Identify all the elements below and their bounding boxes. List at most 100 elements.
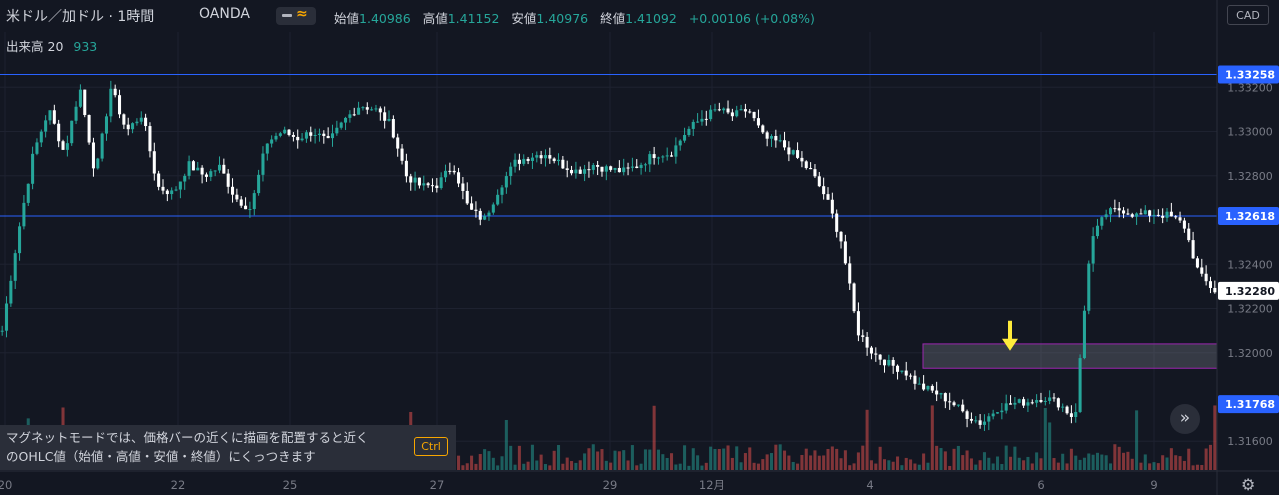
volume-bar [809,455,813,470]
volume-bar [487,451,491,470]
volume-bar [726,445,730,470]
candle-body [370,109,374,111]
candle-body [869,347,873,354]
volume-bar [756,463,760,470]
volume-bar [1004,445,1008,470]
volume-bar [922,453,926,470]
high-value: 1.41152 [447,11,500,26]
volume-bar [743,453,747,470]
candle-body [500,187,504,195]
symbol-title[interactable]: 米ドル／加ドル · 1時間 [6,9,155,25]
change-value: +0.00106 (+0.08%) [688,11,815,26]
candle-body [1178,217,1182,221]
candle-body [391,119,395,138]
volume-bar [813,450,817,470]
price-badge-label: 1.33258 [1225,68,1275,81]
price-axis[interactable]: 1.33200 1.33000 1.32800 1.32400 1.32200 1.320… [1216,0,1279,495]
price-zone-rectangle[interactable] [922,343,1218,369]
candle-body [4,303,9,331]
candle-body [413,177,417,183]
volume-bar [509,445,513,470]
candle-body [991,413,995,417]
candle-body [1135,213,1139,217]
candle-body [330,133,335,139]
volume-bar [661,454,665,470]
candle-body [26,183,30,203]
volume-bar [578,460,582,470]
volume-bar [878,446,882,470]
candle-body [1126,213,1130,215]
volume-bar [617,451,621,470]
candle-body [248,209,252,211]
candle-body [835,213,839,232]
volume-bar [974,464,978,470]
candle-body [1174,216,1178,218]
currency-badge[interactable]: CAD [1227,5,1269,25]
candle-body [383,112,387,121]
yellow-arrow-marker[interactable] [1002,320,1018,351]
candle-body [400,148,404,161]
candle-body [1048,397,1052,401]
candle-body [930,385,934,391]
candle-body [604,166,608,172]
volume-bar [969,458,973,470]
volume-bar [1191,465,1195,470]
volume-bar [1061,453,1065,470]
candle-body [139,117,143,122]
volume-bar [613,450,617,470]
volume-bar [570,461,574,470]
volume-value: 933 [73,39,98,54]
candle-body [1169,211,1173,217]
volume-bar [1100,454,1104,470]
candle-body [687,128,691,136]
candle-body [856,311,860,336]
volume-bar [596,451,600,470]
volume-bar [861,445,865,470]
volume-bar [635,465,639,470]
candle-body [661,156,665,158]
scroll-to-realtime-button[interactable]: » [1170,404,1200,434]
candle-body [270,139,274,144]
candle-body [913,375,917,384]
volume-bar [461,465,465,470]
candle-body [817,176,821,187]
candle-body [648,154,652,165]
volume-bar [830,446,834,470]
candle-body [1017,399,1021,403]
price-badge [1218,65,1279,84]
volume-bar [956,445,960,470]
candle-body [761,125,765,133]
chart-style-toggle[interactable]: ≈ [276,6,316,25]
candle-body [378,108,382,113]
horizontal-lines[interactable] [0,73,1217,217]
volume-bar [1013,446,1017,470]
candle-body [131,123,135,130]
volume-bar [804,448,808,470]
candle-body [935,390,939,395]
candle-body [65,143,69,150]
candle-body [974,420,978,422]
candle-body [435,185,439,189]
candle-body [461,183,465,191]
arrow-head [1002,338,1018,351]
volume-legend[interactable]: 出来高 20 933 [6,36,97,55]
candle-body [1152,214,1156,216]
candle-body [309,132,313,136]
candle-body [1056,398,1060,408]
candle-body [656,157,661,159]
time-axis[interactable]: 20 22 25 27 29 12月 4 6 9 [0,470,1279,492]
volume-bar [783,450,787,470]
candle-body [335,127,339,134]
candle-body [613,167,617,170]
candle-body [969,418,973,421]
candle-body [1130,214,1134,217]
volume-bar [1213,405,1217,470]
candle-body [556,159,561,162]
candle-body [683,135,687,141]
candle-body [178,181,182,190]
settings-gear-icon[interactable]: ⚙ [1241,475,1256,494]
minus-icon [282,14,292,17]
candle-body [1000,410,1004,413]
candle-body [739,109,743,111]
